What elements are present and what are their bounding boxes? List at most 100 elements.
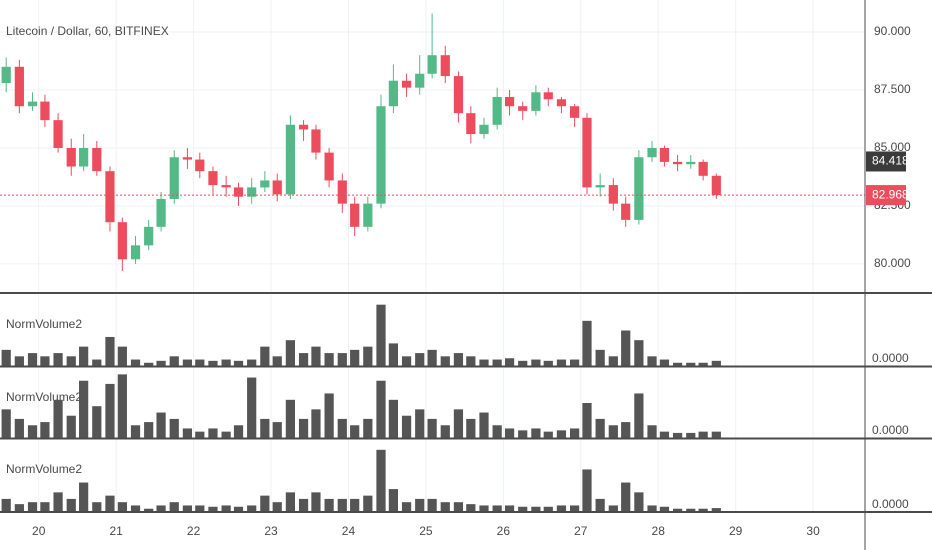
volume-bar <box>14 504 24 512</box>
volume-bar <box>427 498 437 512</box>
volume-bar <box>401 415 412 438</box>
y-tick-label: 87.500 <box>874 82 911 96</box>
volume-bar <box>324 498 334 512</box>
volume-bar <box>27 425 38 438</box>
volume-bar <box>92 502 102 512</box>
volume-bar <box>518 430 528 438</box>
volume-bar <box>221 505 231 512</box>
volume-bar <box>608 425 618 438</box>
candle-body <box>504 96 515 107</box>
volume-bar <box>672 508 683 512</box>
price-label: 84.418 <box>872 154 909 168</box>
volume-bar <box>453 409 464 438</box>
volume-bar <box>14 356 24 366</box>
volume-bar <box>79 346 89 366</box>
volume-bar <box>272 502 282 512</box>
volume-bar <box>504 358 515 366</box>
volume-bar <box>221 431 231 438</box>
candle-body <box>363 203 373 227</box>
volume-bar <box>595 349 605 366</box>
volume-bar <box>440 425 450 438</box>
volume-bar <box>595 498 605 512</box>
volume-bar <box>247 505 257 512</box>
volume-bar <box>144 508 154 512</box>
volume-bar <box>647 356 657 366</box>
volume-bar <box>40 356 50 366</box>
x-tick-label: 24 <box>342 524 356 538</box>
volume-bar <box>169 502 179 512</box>
volume-bar <box>711 431 721 438</box>
volume-bar <box>388 399 399 438</box>
volume-bar <box>117 374 127 438</box>
volume-bar <box>504 428 515 438</box>
volume-bar <box>401 356 412 366</box>
volume-bar <box>79 380 89 438</box>
volume-bar <box>66 356 76 366</box>
volume-bar <box>27 353 38 366</box>
volume-bar <box>208 428 218 438</box>
candle-body <box>621 203 631 220</box>
volume-bar <box>698 431 708 438</box>
candle-body <box>595 185 605 188</box>
volume-bar <box>285 399 296 438</box>
volume-bar <box>453 502 464 512</box>
candle-body <box>272 180 282 195</box>
candle-body <box>492 96 502 125</box>
x-tick-label: 25 <box>419 524 433 538</box>
candle-body <box>169 157 179 199</box>
volume-bar <box>208 506 218 512</box>
volume-bar <box>427 418 437 438</box>
volume-bar <box>466 356 476 366</box>
candle-body <box>415 73 425 88</box>
x-tick-label: 21 <box>109 524 123 538</box>
price-label-box <box>866 185 906 206</box>
volume-bar <box>518 506 528 512</box>
volume-bar <box>634 492 644 512</box>
candle-body <box>634 157 644 220</box>
volume-bar <box>195 359 205 366</box>
volume-bar <box>466 418 476 438</box>
candle-body <box>569 106 580 118</box>
candle-body <box>518 106 528 111</box>
candle-body <box>27 101 38 107</box>
volume-bar <box>337 418 347 438</box>
volume-bar <box>350 498 360 512</box>
candle-body <box>260 180 270 188</box>
volume-bar <box>105 383 115 438</box>
volume-bar <box>427 349 437 366</box>
candle-body <box>401 80 412 88</box>
volume-bar <box>117 502 127 512</box>
volume-bar <box>440 502 450 512</box>
y-tick-label: 0.0000 <box>872 423 909 437</box>
pane-title: NormVolume2 <box>6 317 82 331</box>
volume-bar <box>195 505 205 512</box>
candle-body <box>40 101 50 121</box>
y-tick-label: 0.0000 <box>872 351 909 365</box>
volume-bar <box>608 356 618 366</box>
volume-bar <box>182 359 193 366</box>
volume-bar <box>569 505 580 512</box>
candle-body <box>698 161 708 176</box>
candle-body <box>672 161 683 165</box>
x-tick-label: 26 <box>497 524 511 538</box>
volume-bar <box>66 415 76 438</box>
volume-bar <box>1 349 11 366</box>
volume-bar <box>621 330 631 366</box>
volume-bar <box>479 359 489 366</box>
volume-bar <box>53 399 63 438</box>
volume-bar <box>285 340 296 366</box>
volume-bar <box>492 359 502 366</box>
volume-bar <box>169 418 179 438</box>
volume-bar <box>634 393 644 438</box>
candle-body <box>711 175 721 196</box>
candle-body <box>337 180 347 204</box>
volume-bar <box>40 502 50 512</box>
candle-body <box>543 92 553 100</box>
volume-bar <box>569 359 580 366</box>
volume-bar <box>531 359 541 366</box>
candle-body <box>285 124 296 195</box>
volume-bar <box>711 360 721 366</box>
volume-bar <box>233 506 244 512</box>
volume-bar <box>698 362 708 366</box>
